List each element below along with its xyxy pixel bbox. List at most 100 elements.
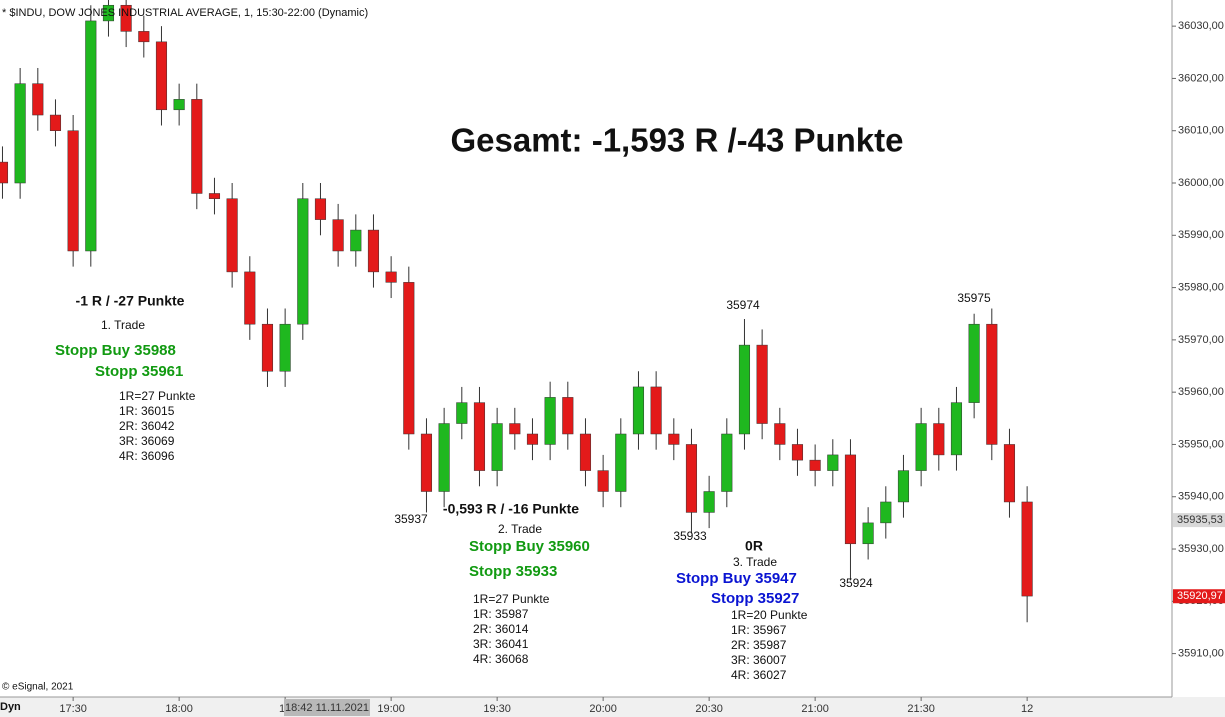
candle-body <box>279 323 291 372</box>
candle-body <box>0 161 9 184</box>
candle-body <box>1021 501 1033 597</box>
candle-body <box>544 397 556 445</box>
trade-level: 1R=20 Punkte <box>731 608 808 622</box>
candle-body <box>791 444 804 461</box>
candle-body <box>915 423 927 471</box>
x-tick-label: 21:30 <box>907 703 935 715</box>
candle-body <box>562 397 574 435</box>
x-tick-label: 21:00 <box>801 703 829 715</box>
trade-stop: Stopp 35927 <box>711 590 799 607</box>
candle-body <box>314 198 327 220</box>
candle-body <box>897 470 910 503</box>
candle-body <box>862 522 874 545</box>
trade-annotations: -1 R / -27 Punkte 1. Trade Stopp Buy 35988… <box>55 293 808 682</box>
x-tick-label: 20:00 <box>589 703 617 715</box>
candle-body <box>880 501 892 524</box>
candle-body <box>208 193 221 199</box>
candle-body <box>155 41 168 111</box>
y-tick-label: 35960,00 <box>1178 386 1224 398</box>
price-label: 35937 <box>394 512 428 526</box>
candle-body <box>102 4 115 22</box>
trade-level: 2R: 36014 <box>473 622 529 636</box>
trade-level: 1R=27 Punkte <box>119 389 196 403</box>
candle-body <box>120 4 132 32</box>
price-label: 35974 <box>726 298 760 312</box>
trade-entry: Stopp Buy 35947 <box>676 570 797 587</box>
candle-body <box>703 491 715 513</box>
candle-body <box>473 402 486 471</box>
y-tick-label: 36030,00 <box>1178 20 1224 32</box>
candle-body <box>1003 444 1016 503</box>
candle-body <box>438 423 450 492</box>
candle-body <box>456 402 468 424</box>
candle-body <box>403 282 415 435</box>
price-marker <box>1173 513 1225 528</box>
x-tick-label: 17:30 <box>59 703 87 715</box>
candle-body <box>14 83 26 184</box>
candle-body <box>261 323 274 372</box>
candle-body <box>526 433 539 445</box>
candle-body <box>738 344 751 435</box>
candle-body <box>579 433 592 471</box>
candle-body <box>756 344 768 424</box>
y-tick-label: 36010,00 <box>1178 125 1224 137</box>
candle-body <box>844 454 857 545</box>
candle-body <box>986 323 998 445</box>
trade-level: 2R: 35987 <box>731 638 787 652</box>
candle-body <box>138 31 150 43</box>
y-tick-label: 35950,00 <box>1178 438 1224 450</box>
trade-level: 3R: 36041 <box>473 637 529 651</box>
trade-level: 4R: 36096 <box>119 449 175 463</box>
chart-title: * $INDU, DOW JONES INDUSTRIAL AVERAGE, 1… <box>2 7 368 19</box>
candle-body <box>173 99 185 111</box>
candle-body <box>226 198 238 273</box>
x-tick-label: 18:00 <box>165 703 193 715</box>
candle-body <box>950 402 963 456</box>
cursor-label: 18:42 11.11.2021 <box>285 702 369 714</box>
candle-body <box>597 470 609 492</box>
y-tick-label: 36000,00 <box>1178 177 1224 189</box>
trade-entry: Stopp Buy 35988 <box>55 342 176 359</box>
cursor-box <box>284 699 370 716</box>
trade-level: 1R: 36015 <box>119 404 175 418</box>
trade-entry: Stopp Buy 35960 <box>469 538 590 555</box>
trade-level: 3R: 36069 <box>119 434 175 448</box>
y-tick-label: 35910,00 <box>1178 648 1224 660</box>
candle-body <box>827 454 839 471</box>
candle-body <box>32 83 44 116</box>
trade-level: 1R: 35987 <box>473 607 529 621</box>
trade-level: 1R: 35967 <box>731 623 787 637</box>
candle-body <box>367 229 380 273</box>
trade-name: 1. Trade <box>101 318 145 332</box>
candle-body <box>297 198 309 325</box>
trade-stop: Stopp 35933 <box>469 563 557 580</box>
trade-level: 3R: 36007 <box>731 653 787 667</box>
x-tick-label: 12 <box>1021 703 1033 715</box>
candle-body <box>668 433 680 445</box>
copyright: © eSignal, 2021 <box>2 682 74 693</box>
candle-body <box>85 20 97 252</box>
y-tick-label: 35970,00 <box>1178 334 1224 346</box>
candle-body <box>191 99 203 194</box>
trade-result: 0R <box>745 538 763 554</box>
trade-level: 4R: 36068 <box>473 652 529 666</box>
candle-body <box>420 433 433 492</box>
trade-result: -0,593 R / -16 Punkte <box>443 501 579 517</box>
axis-corner: Dyn <box>0 701 21 713</box>
candle-body <box>632 386 645 435</box>
trade-stop: Stopp 35961 <box>95 363 183 380</box>
y-tick-label: 35990,00 <box>1178 229 1224 241</box>
price-label: 35933 <box>673 529 707 543</box>
trade-level: 2R: 36042 <box>119 419 175 433</box>
trade-name: 2. Trade <box>498 522 542 536</box>
candle-body <box>650 386 662 435</box>
candle-body <box>332 219 344 252</box>
candle-body <box>615 433 627 492</box>
candle-body <box>385 271 397 283</box>
price-marker <box>1173 589 1225 604</box>
candle-body <box>244 271 256 325</box>
price-marker-label: 35935,53 <box>1177 514 1223 526</box>
candle-body <box>809 459 821 471</box>
y-tick-label: 35940,00 <box>1178 491 1224 503</box>
